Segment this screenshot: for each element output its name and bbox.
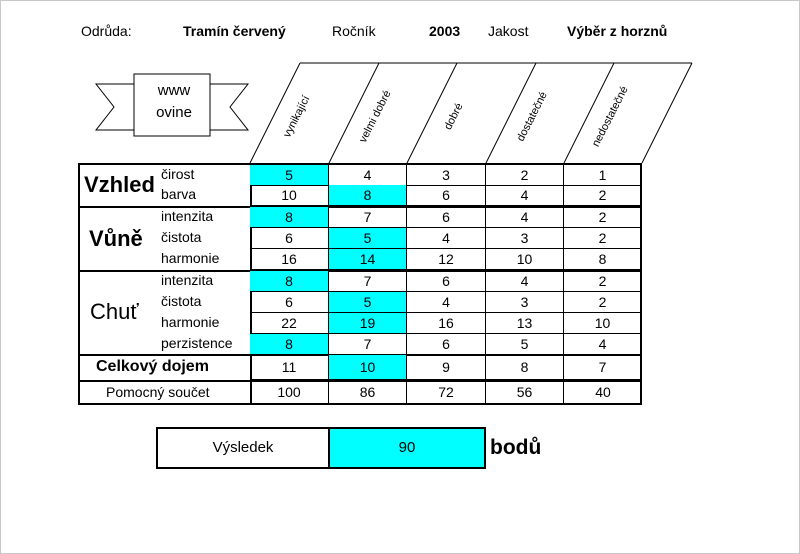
score-cell: 10: [564, 313, 642, 334]
result-label: Výsledek: [158, 429, 330, 467]
column-header-divider: [328, 62, 380, 164]
result-value: 90: [330, 429, 484, 467]
score-cell: 10: [329, 355, 407, 380]
group-separator: [78, 270, 642, 272]
vintage-value: 2003: [429, 23, 461, 39]
score-cell: 2: [564, 185, 642, 206]
score-cell: 13: [486, 313, 564, 334]
group-label: Chuť: [90, 299, 139, 324]
score-cell: 10: [486, 249, 564, 270]
score-cell: 5: [250, 165, 329, 186]
column-header-label: dostatečné: [515, 90, 550, 143]
column-header-divider: [249, 62, 301, 164]
column-header-divider: [406, 62, 458, 164]
score-cell: 7: [329, 207, 407, 228]
score-cell: 8: [250, 271, 329, 292]
score-cell: 16: [250, 249, 329, 270]
score-cell: 8: [329, 185, 407, 206]
group-label: Vůně: [89, 226, 143, 251]
criterion-label: čistota: [161, 229, 202, 245]
score-cell: 12: [407, 249, 486, 270]
score-cell: 10: [250, 185, 329, 206]
helper-sum-cell: 40: [595, 384, 611, 400]
score-cell: 22: [250, 313, 329, 334]
column-headers: vynikající velmi dobré dobré dostatečné nedo…: [249, 62, 693, 164]
variety-value: Tramín červený: [183, 23, 286, 39]
column-header-label: dobré: [442, 101, 465, 132]
score-cell: 3: [407, 165, 486, 186]
score-cell: 8: [250, 334, 329, 355]
quality-value: Výběr z horznů: [567, 23, 668, 39]
score-cell: 9: [407, 355, 486, 380]
score-cell: 6: [407, 185, 486, 206]
overall-label: Celkový dojem: [96, 358, 209, 375]
criterion-label: intenzita: [161, 272, 214, 288]
column-header-divider: [641, 62, 693, 164]
score-cell: 6: [407, 334, 486, 355]
score-cell: 4: [486, 271, 564, 292]
helper-sum-cell: 56: [486, 381, 564, 404]
criterion-label: harmonie: [161, 250, 220, 266]
result-unit: bodů: [490, 436, 542, 459]
score-cell: 4: [486, 207, 564, 228]
score-cell: 16: [407, 313, 486, 334]
score-cell: 3: [486, 228, 564, 249]
column-header-label: vynikající: [281, 94, 312, 140]
criterion-label: čirost: [161, 166, 195, 182]
criterion-label: intenzita: [161, 208, 214, 224]
result-box: Výsledek 90: [156, 427, 486, 469]
score-cell: 7: [329, 334, 407, 355]
column-header-label: nedostatečné: [590, 84, 631, 148]
score-cell: 3: [486, 292, 564, 313]
score-cell: 2: [564, 207, 642, 228]
helper-sum-cell: 72: [407, 381, 486, 404]
score-cell: 5: [329, 292, 407, 313]
score-cell: 1: [564, 165, 642, 186]
criterion-label: harmonie: [161, 314, 220, 330]
column-header-divider: [485, 62, 537, 164]
group-separator: [78, 380, 642, 382]
score-cell: 4: [486, 185, 564, 206]
score-cell: 7: [329, 271, 407, 292]
score-cell: 6: [407, 271, 486, 292]
score-cell: 14: [329, 249, 407, 270]
score-cell: 8: [250, 207, 329, 228]
group-label: Vzhled: [84, 172, 155, 197]
criterion-label: čistota: [161, 293, 202, 309]
variety-label: Odrůda:: [81, 23, 132, 39]
column-header-divider: [563, 62, 615, 164]
score-cell: 8: [564, 249, 642, 270]
helper-sum-cell: 100: [250, 381, 329, 404]
score-cell: 4: [564, 334, 642, 355]
score-cell: 2: [564, 271, 642, 292]
score-cell: 4: [407, 228, 486, 249]
score-cell: 5: [486, 334, 564, 355]
score-cell: 5: [329, 228, 407, 249]
logo-banner: [94, 73, 250, 137]
criterion-label: perzistence: [161, 335, 233, 351]
score-cell: 4: [407, 292, 486, 313]
score-cell: 4: [329, 165, 407, 186]
score-cell: 6: [250, 228, 329, 249]
score-cell: 8: [486, 355, 564, 380]
score-cell: 2: [564, 228, 642, 249]
score-cell: 2: [486, 165, 564, 186]
helper-sum-cell: 86: [329, 381, 407, 404]
helper-sum-label: Pomocný součet: [106, 384, 210, 400]
score-cell: 2: [564, 292, 642, 313]
score-cell: 11: [250, 355, 329, 380]
group-separator: [78, 206, 642, 208]
quality-label: Jakost: [488, 23, 529, 39]
criterion-label: barva: [161, 186, 197, 202]
score-cell: 6: [250, 292, 329, 313]
logo-line-1: www: [157, 82, 191, 99]
score-cell: 19: [329, 313, 407, 334]
vintage-label: Ročník: [332, 23, 376, 39]
score-cell: 7: [564, 355, 642, 380]
score-cell: 6: [407, 207, 486, 228]
logo-line-2: ovine: [156, 104, 192, 121]
logo-text: www ovine: [136, 80, 212, 124]
